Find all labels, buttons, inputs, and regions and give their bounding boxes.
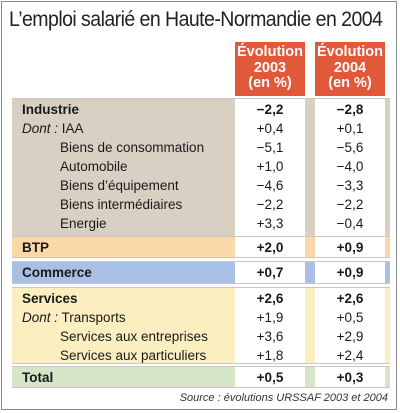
table-row: Biens d’équipement −4,6 −3,3	[12, 176, 390, 195]
row-label-text: Energie	[60, 216, 107, 231]
value-2004: −2,8	[336, 102, 364, 117]
value-2003: −2,2	[256, 197, 284, 212]
row-label: Biens d’équipement	[60, 176, 179, 195]
table-row: Dont : IAA +0,4 +0,1	[12, 119, 390, 138]
row-label-text: IAA	[61, 121, 84, 136]
value-2003: +2,6	[256, 291, 284, 306]
value-2004: −2,2	[336, 197, 364, 212]
value-2004: +2,9	[336, 329, 364, 344]
row-label-text: Services aux entreprises	[60, 329, 208, 344]
column-header-2004: Évolution 2004 (en %)	[315, 42, 385, 96]
dont-prefix: Dont :	[22, 121, 59, 136]
value-column-bg	[235, 367, 305, 387]
table-row: BTP +2,0 +0,9	[12, 238, 390, 257]
table-row: Automobile +1,0 −4,0	[12, 157, 390, 176]
row-label: Commerce	[22, 263, 92, 282]
value-column-bg	[315, 99, 385, 237]
table-row: Dont : Transports +1,9 +0,5	[12, 308, 390, 327]
value-2004: +2,6	[336, 291, 364, 306]
value-2004: +0,9	[336, 265, 364, 280]
table-row: Industrie −2,2 −2,8	[12, 100, 390, 119]
table-row: Biens de consommation −5,1 −5,6	[12, 138, 390, 157]
value-2004: −3,3	[336, 178, 364, 193]
source-note: Source : évolutions URSSAF 2003 et 2004	[179, 392, 388, 404]
value-2003: +3,6	[256, 329, 284, 344]
value-2004: +0,1	[336, 121, 364, 136]
value-column-bg	[235, 99, 305, 237]
table-row: Total +0,5 +0,3	[12, 368, 390, 387]
value-2004: +2,4	[336, 348, 364, 363]
column-header-2003-line1: Évolution	[236, 44, 304, 60]
column-header-2004-line1: Évolution	[316, 44, 384, 60]
row-label-text: Biens de consommation	[60, 140, 205, 155]
row-label: Services	[22, 289, 78, 308]
row-label-text: Commerce	[22, 265, 92, 280]
value-2004: −5,6	[336, 140, 364, 155]
value-2003: +0,4	[256, 121, 284, 136]
value-2003: +1,8	[256, 348, 284, 363]
value-2003: +0,5	[256, 370, 284, 385]
value-column-bg	[235, 237, 305, 257]
value-column-bg	[315, 262, 385, 283]
value-2003: +0,7	[256, 265, 284, 280]
row-label-text: Services aux particuliers	[60, 348, 207, 363]
value-2003: +3,3	[256, 216, 284, 231]
value-column-bg	[235, 262, 305, 283]
table-row: Services aux particuliers +1,8 +2,4	[12, 346, 390, 365]
value-2003: −2,2	[256, 102, 284, 117]
row-label: Services aux entreprises	[60, 327, 208, 346]
chart-title: L’emploi salarié en Haute-Normandie en 2…	[9, 8, 383, 31]
value-column-bg	[315, 288, 385, 363]
row-label-text: BTP	[22, 240, 49, 255]
row-label-text: Automobile	[60, 159, 128, 174]
value-column-bg	[315, 237, 385, 257]
row-label-text: Biens d’équipement	[60, 178, 179, 193]
row-label: Dont : IAA	[22, 119, 84, 138]
table-row: Commerce +0,7 +0,9	[12, 263, 390, 282]
value-2003: +1,0	[256, 159, 284, 174]
value-2004: −4,0	[336, 159, 364, 174]
row-label: Automobile	[60, 157, 128, 176]
row-label: Energie	[60, 214, 107, 233]
row-label: Total	[22, 368, 53, 387]
value-column-bg	[235, 288, 305, 363]
row-label: BTP	[22, 238, 49, 257]
table-row: Services +2,6 +2,6	[12, 289, 390, 308]
row-label-text: Industrie	[22, 102, 80, 117]
row-label: Industrie	[22, 100, 79, 119]
row-label-text: Transports	[61, 310, 126, 325]
column-header-2004-line2: 2004	[333, 59, 367, 76]
value-2003: +2,0	[256, 240, 284, 255]
row-label-text: Total	[22, 370, 54, 385]
value-2004: +0,3	[336, 370, 364, 385]
row-label-text: Services	[22, 291, 78, 306]
row-label: Dont : Transports	[22, 308, 126, 327]
value-2004: −0,4	[336, 216, 364, 231]
table-row: Energie +3,3 −0,4	[12, 214, 390, 233]
value-2003: +1,9	[256, 310, 284, 325]
row-label-text: Biens intermédiaires	[60, 197, 183, 212]
row-label: Biens de consommation	[60, 138, 204, 157]
value-2004: +0,9	[336, 240, 364, 255]
value-2003: −5,1	[256, 140, 284, 155]
row-label: Services aux particuliers	[60, 346, 206, 365]
table-row: Services aux entreprises +3,6 +2,9	[12, 327, 390, 346]
row-label: Biens intermédiaires	[60, 195, 182, 214]
column-header-2003-line2: 2003	[253, 59, 287, 76]
value-column-bg	[315, 367, 385, 387]
table-row: Biens intermédiaires −2,2 −2,2	[12, 195, 390, 214]
column-header-2003-line3: (en %)	[248, 75, 292, 91]
dont-prefix: Dont :	[22, 310, 59, 325]
value-2003: −4,6	[256, 178, 284, 193]
value-2004: +0,5	[336, 310, 364, 325]
column-header-2004-line3: (en %)	[328, 75, 372, 91]
column-header-2003: Évolution 2003 (en %)	[235, 42, 305, 96]
